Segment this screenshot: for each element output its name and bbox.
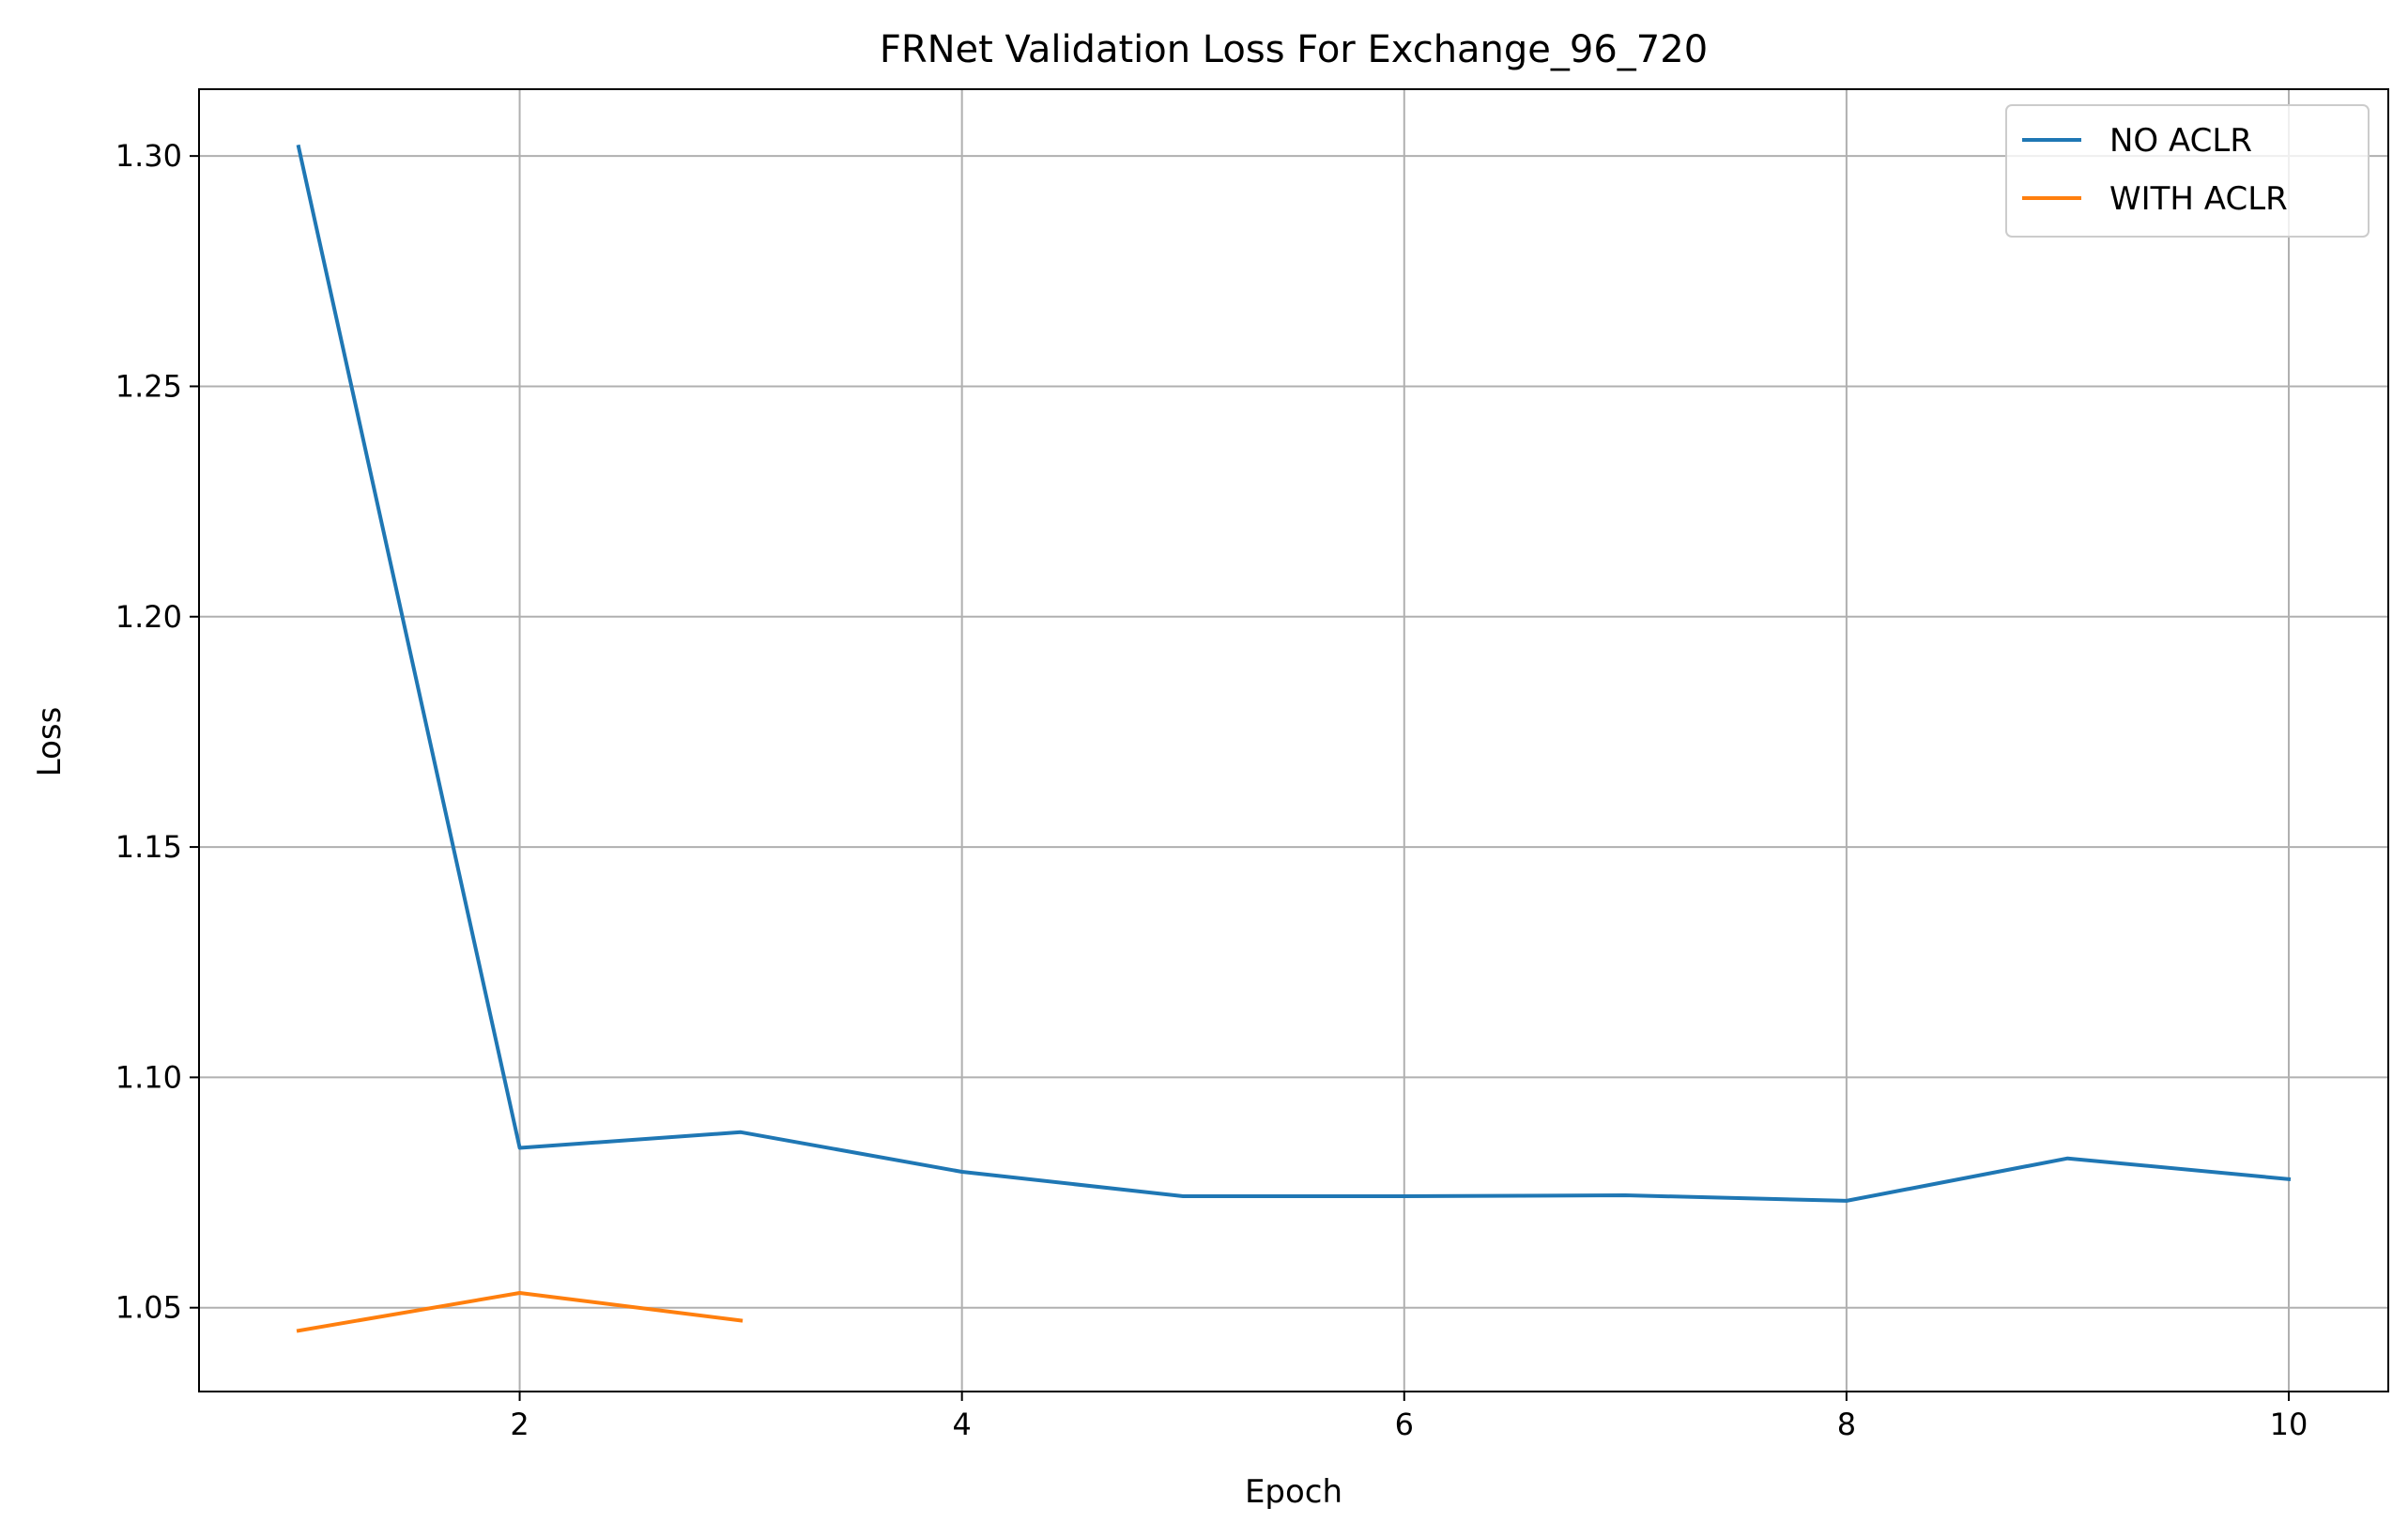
y-tick-label: 1.20 bbox=[115, 599, 182, 635]
x-axis-label: Epoch bbox=[1245, 1473, 1342, 1511]
series-line-no-aclr bbox=[296, 144, 2292, 1203]
x-tick-label: 2 bbox=[510, 1407, 529, 1442]
series-line-with-aclr bbox=[296, 1291, 744, 1333]
y-tick-label: 1.25 bbox=[115, 368, 182, 404]
y-tick-label: 1.30 bbox=[115, 138, 182, 174]
x-tick-label: 4 bbox=[952, 1407, 971, 1442]
chart-title: FRNet Validation Loss For Exchange_96_72… bbox=[880, 28, 1708, 71]
legend: NO ACLR WITH ACLR bbox=[2005, 104, 2370, 238]
x-tick-label: 10 bbox=[2270, 1407, 2308, 1442]
series-layer bbox=[296, 144, 2292, 1333]
plot-frame bbox=[198, 88, 2389, 1392]
y-tick-label: 1.05 bbox=[115, 1290, 182, 1326]
y-axis-label: Loss bbox=[31, 707, 69, 777]
x-tick-label: 6 bbox=[1395, 1407, 1414, 1442]
legend-label-no-aclr: NO ACLR bbox=[2109, 122, 2252, 160]
legend-box bbox=[2005, 104, 2370, 238]
legend-label-with-aclr: WITH ACLR bbox=[2109, 180, 2288, 218]
tick-layer: 2 4 6 8 10 1.05 1.10 1.15 1.20 1.25 1.30 bbox=[115, 138, 2308, 1442]
y-tick-label: 1.15 bbox=[115, 829, 182, 865]
y-tick-label: 1.10 bbox=[115, 1059, 182, 1095]
x-tick-label: 8 bbox=[1837, 1407, 1856, 1442]
